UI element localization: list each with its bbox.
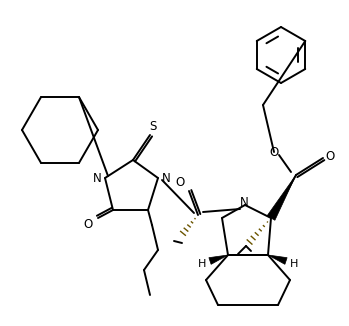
Text: S: S [149,121,157,134]
Text: O: O [176,176,185,189]
Text: H: H [290,259,298,269]
Text: H: H [198,259,206,269]
Polygon shape [209,255,228,264]
Text: O: O [269,145,279,158]
Text: N: N [162,172,170,185]
Text: N: N [92,172,101,185]
Polygon shape [267,175,296,220]
Polygon shape [268,255,287,264]
Text: N: N [240,196,248,209]
Text: O: O [83,218,92,231]
Text: O: O [325,151,335,164]
